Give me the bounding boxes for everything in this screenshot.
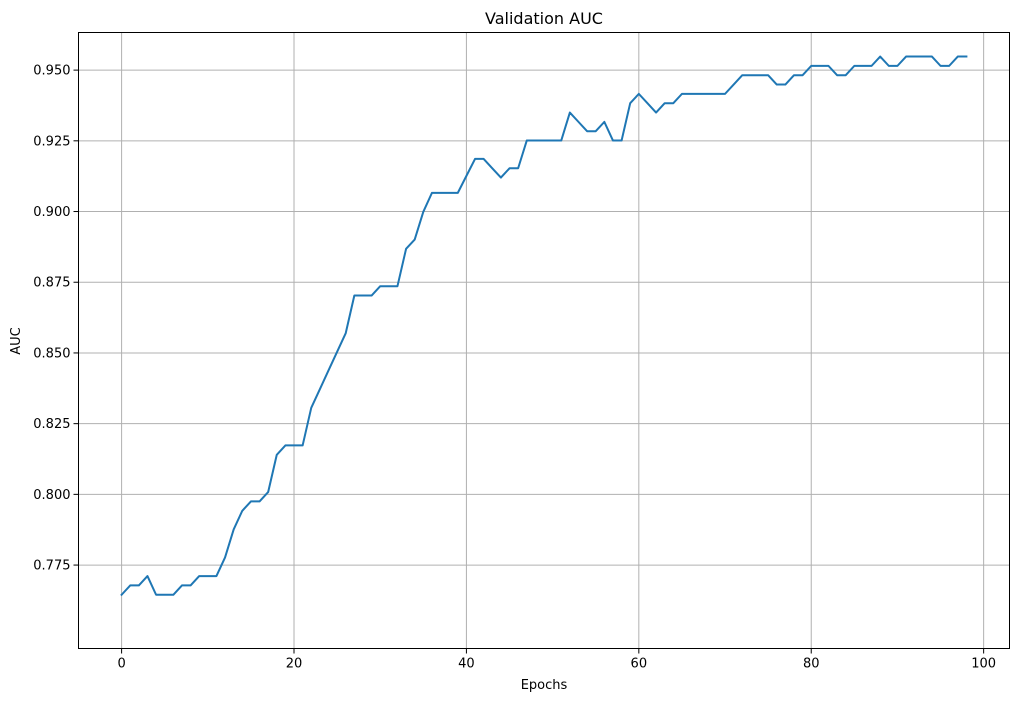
- y-tick-label: 0.800: [33, 488, 70, 503]
- y-tick-label: 0.925: [33, 134, 70, 149]
- y-tick-label: 0.875: [33, 276, 70, 291]
- grid-lines: [78, 32, 1010, 649]
- plot-frame: [78, 32, 1010, 649]
- x-axis-label: Epochs: [521, 678, 568, 693]
- x-tick-label: 0: [117, 657, 125, 672]
- auc-series-line: [120, 55, 968, 597]
- x-tick-label: 60: [631, 657, 648, 672]
- y-tick-label: 0.825: [33, 417, 70, 432]
- y-tick-label: 0.900: [33, 205, 70, 220]
- x-tick-label: 40: [458, 657, 475, 672]
- x-tick-label: 80: [803, 657, 820, 672]
- chart-title: Validation AUC: [485, 9, 603, 28]
- x-tick-label: 20: [286, 657, 303, 672]
- y-axis-label: AUC: [9, 327, 24, 355]
- series-group: [120, 55, 968, 597]
- axis-ticks: 0 20 40 60 80 100 0.775 0.800 0.825 0.850 0.875 0.9…: [33, 64, 996, 672]
- y-tick-label: 0.775: [33, 559, 70, 574]
- x-tick-label: 100: [971, 657, 996, 672]
- y-tick-label: 0.950: [33, 64, 70, 79]
- y-tick-label: 0.850: [33, 346, 70, 361]
